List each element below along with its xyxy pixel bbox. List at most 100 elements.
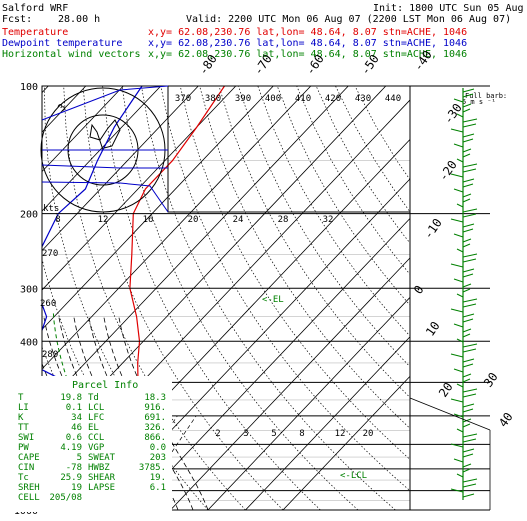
upper-label-box <box>167 85 411 213</box>
dry-adiabat-line <box>102 86 321 510</box>
el-label: <-EL <box>262 295 284 305</box>
wind-barb <box>462 433 478 438</box>
fcst-label: Fcst: <box>2 14 32 25</box>
dry-adiabat-line <box>218 86 410 398</box>
isotherm-line <box>170 257 410 510</box>
wind-barb <box>453 413 464 418</box>
theta-e-label: 430 <box>355 94 371 104</box>
wind-barb <box>462 483 477 488</box>
parcel-label: SHEAR <box>88 473 116 483</box>
mixing-ratio-label: 8 <box>299 429 304 439</box>
wind-barb <box>462 283 472 288</box>
mixing-ratio-label: 5 <box>271 429 276 439</box>
parcel-value: 3785. <box>139 463 166 473</box>
hodograph-trace <box>89 119 121 151</box>
isotherm-line <box>42 86 162 212</box>
parcel-value: 0.0 <box>150 443 166 453</box>
parcel-label: CAPE <box>18 453 40 463</box>
wind-barb <box>462 333 471 338</box>
wind-barb <box>462 238 472 243</box>
parcel-label: SWEAT <box>88 453 116 463</box>
wind-barb <box>462 403 475 408</box>
wind-barb <box>450 173 464 178</box>
slope-line <box>409 397 491 431</box>
dry-adiabat-line <box>121 86 359 510</box>
wind-barb <box>462 258 477 263</box>
height-label: 270 <box>42 249 58 259</box>
wind-barb <box>462 288 471 293</box>
contour-line <box>41 85 169 121</box>
wind-barb <box>462 133 475 138</box>
dry-adiabat-line <box>43 86 209 510</box>
dry-adiabat-line <box>335 86 410 213</box>
fcst-value: 28.00 h <box>58 14 100 25</box>
parcel-value: 0.6 <box>66 433 82 443</box>
wind-barb <box>456 338 464 343</box>
height-label: 280 <box>42 350 58 360</box>
wind-barb <box>462 388 478 393</box>
valid-time: Valid: 2200 UTC Mon 06 Aug 07 (2200 LST … <box>186 14 511 25</box>
wind-barb <box>462 318 474 323</box>
wind-barb <box>462 408 474 413</box>
theta-e-lower-label: 28 <box>278 215 289 225</box>
parcel-label: Tc <box>18 473 29 483</box>
wind-barb <box>456 383 464 388</box>
wind-barb <box>462 423 471 428</box>
isotherm-label: -20 <box>436 158 460 184</box>
wind-barb <box>462 103 472 108</box>
wind-barb <box>462 93 474 98</box>
wind-barb <box>462 298 478 303</box>
pressure-tick-label: 100 <box>20 82 38 93</box>
parcel-label: LAPSE <box>88 483 115 493</box>
pressure-tick-label: 300 <box>20 284 38 295</box>
legend-wind-info: x,y= 62.08,230.76 lat,lon= 48.64, 8.07 s… <box>148 49 467 60</box>
isotherm-label: -10 <box>421 216 445 242</box>
mixing-ratio-label: 12 <box>335 429 346 439</box>
model-title: Salford WRF <box>2 3 68 14</box>
parcel-label: SWI <box>18 433 34 443</box>
parcel-value: 0.1 <box>66 403 82 413</box>
parcel-label: CIN <box>18 463 34 473</box>
parcel-value: 916. <box>144 403 166 413</box>
wind-barb <box>462 493 475 498</box>
parcel-label: LCL <box>88 403 104 413</box>
wind-barb <box>462 223 475 228</box>
parcel-label: TT <box>18 423 29 433</box>
wind-barb <box>456 428 464 433</box>
theta-e-lower-label: 16 <box>143 215 154 225</box>
wind-barb <box>462 463 472 468</box>
isotherm-label: 30 <box>481 370 501 390</box>
wind-barb <box>450 398 464 403</box>
parcel-value: 5 <box>77 453 82 463</box>
parcel-label: EL <box>88 423 99 433</box>
parcel-value: 46 <box>71 423 82 433</box>
wind-barb <box>453 278 464 283</box>
wind-barb <box>462 303 477 308</box>
dry-adiabat-line <box>296 86 410 275</box>
mixing-ratio-label: 3 <box>243 429 248 439</box>
isotherm-label: 10 <box>423 319 443 339</box>
parcel-label: LI <box>18 403 29 413</box>
parcel-label: CCL <box>88 433 104 443</box>
wind-barb <box>462 273 474 278</box>
parcel-value: 326. <box>144 423 166 433</box>
wind-barb <box>456 293 464 298</box>
isotherm-label: 20 <box>436 380 456 400</box>
init-time: Init: 1800 UTC Sun 05 Aug 07 <box>373 3 527 14</box>
isotherm-label: 40 <box>496 410 516 430</box>
wind-barb <box>462 363 474 368</box>
wind-barb <box>462 378 471 383</box>
dry-adiabat-line <box>160 86 410 492</box>
wind-barb <box>462 393 477 398</box>
wind-barb <box>462 193 472 198</box>
hodograph-speed-label: kts <box>43 204 59 214</box>
legend-temperature-name: Temperature <box>2 27 68 38</box>
dry-adiabat-line <box>199 86 410 429</box>
dry-adiabat-line <box>276 86 410 306</box>
wind-barb <box>462 453 474 458</box>
parcel-label: VGP <box>88 443 105 453</box>
wind-legend-units: 5 m s ⁻¹ <box>462 98 496 106</box>
wind-barb <box>462 138 474 143</box>
wind-barb <box>453 323 464 328</box>
parcel-label: LFC <box>88 413 104 423</box>
